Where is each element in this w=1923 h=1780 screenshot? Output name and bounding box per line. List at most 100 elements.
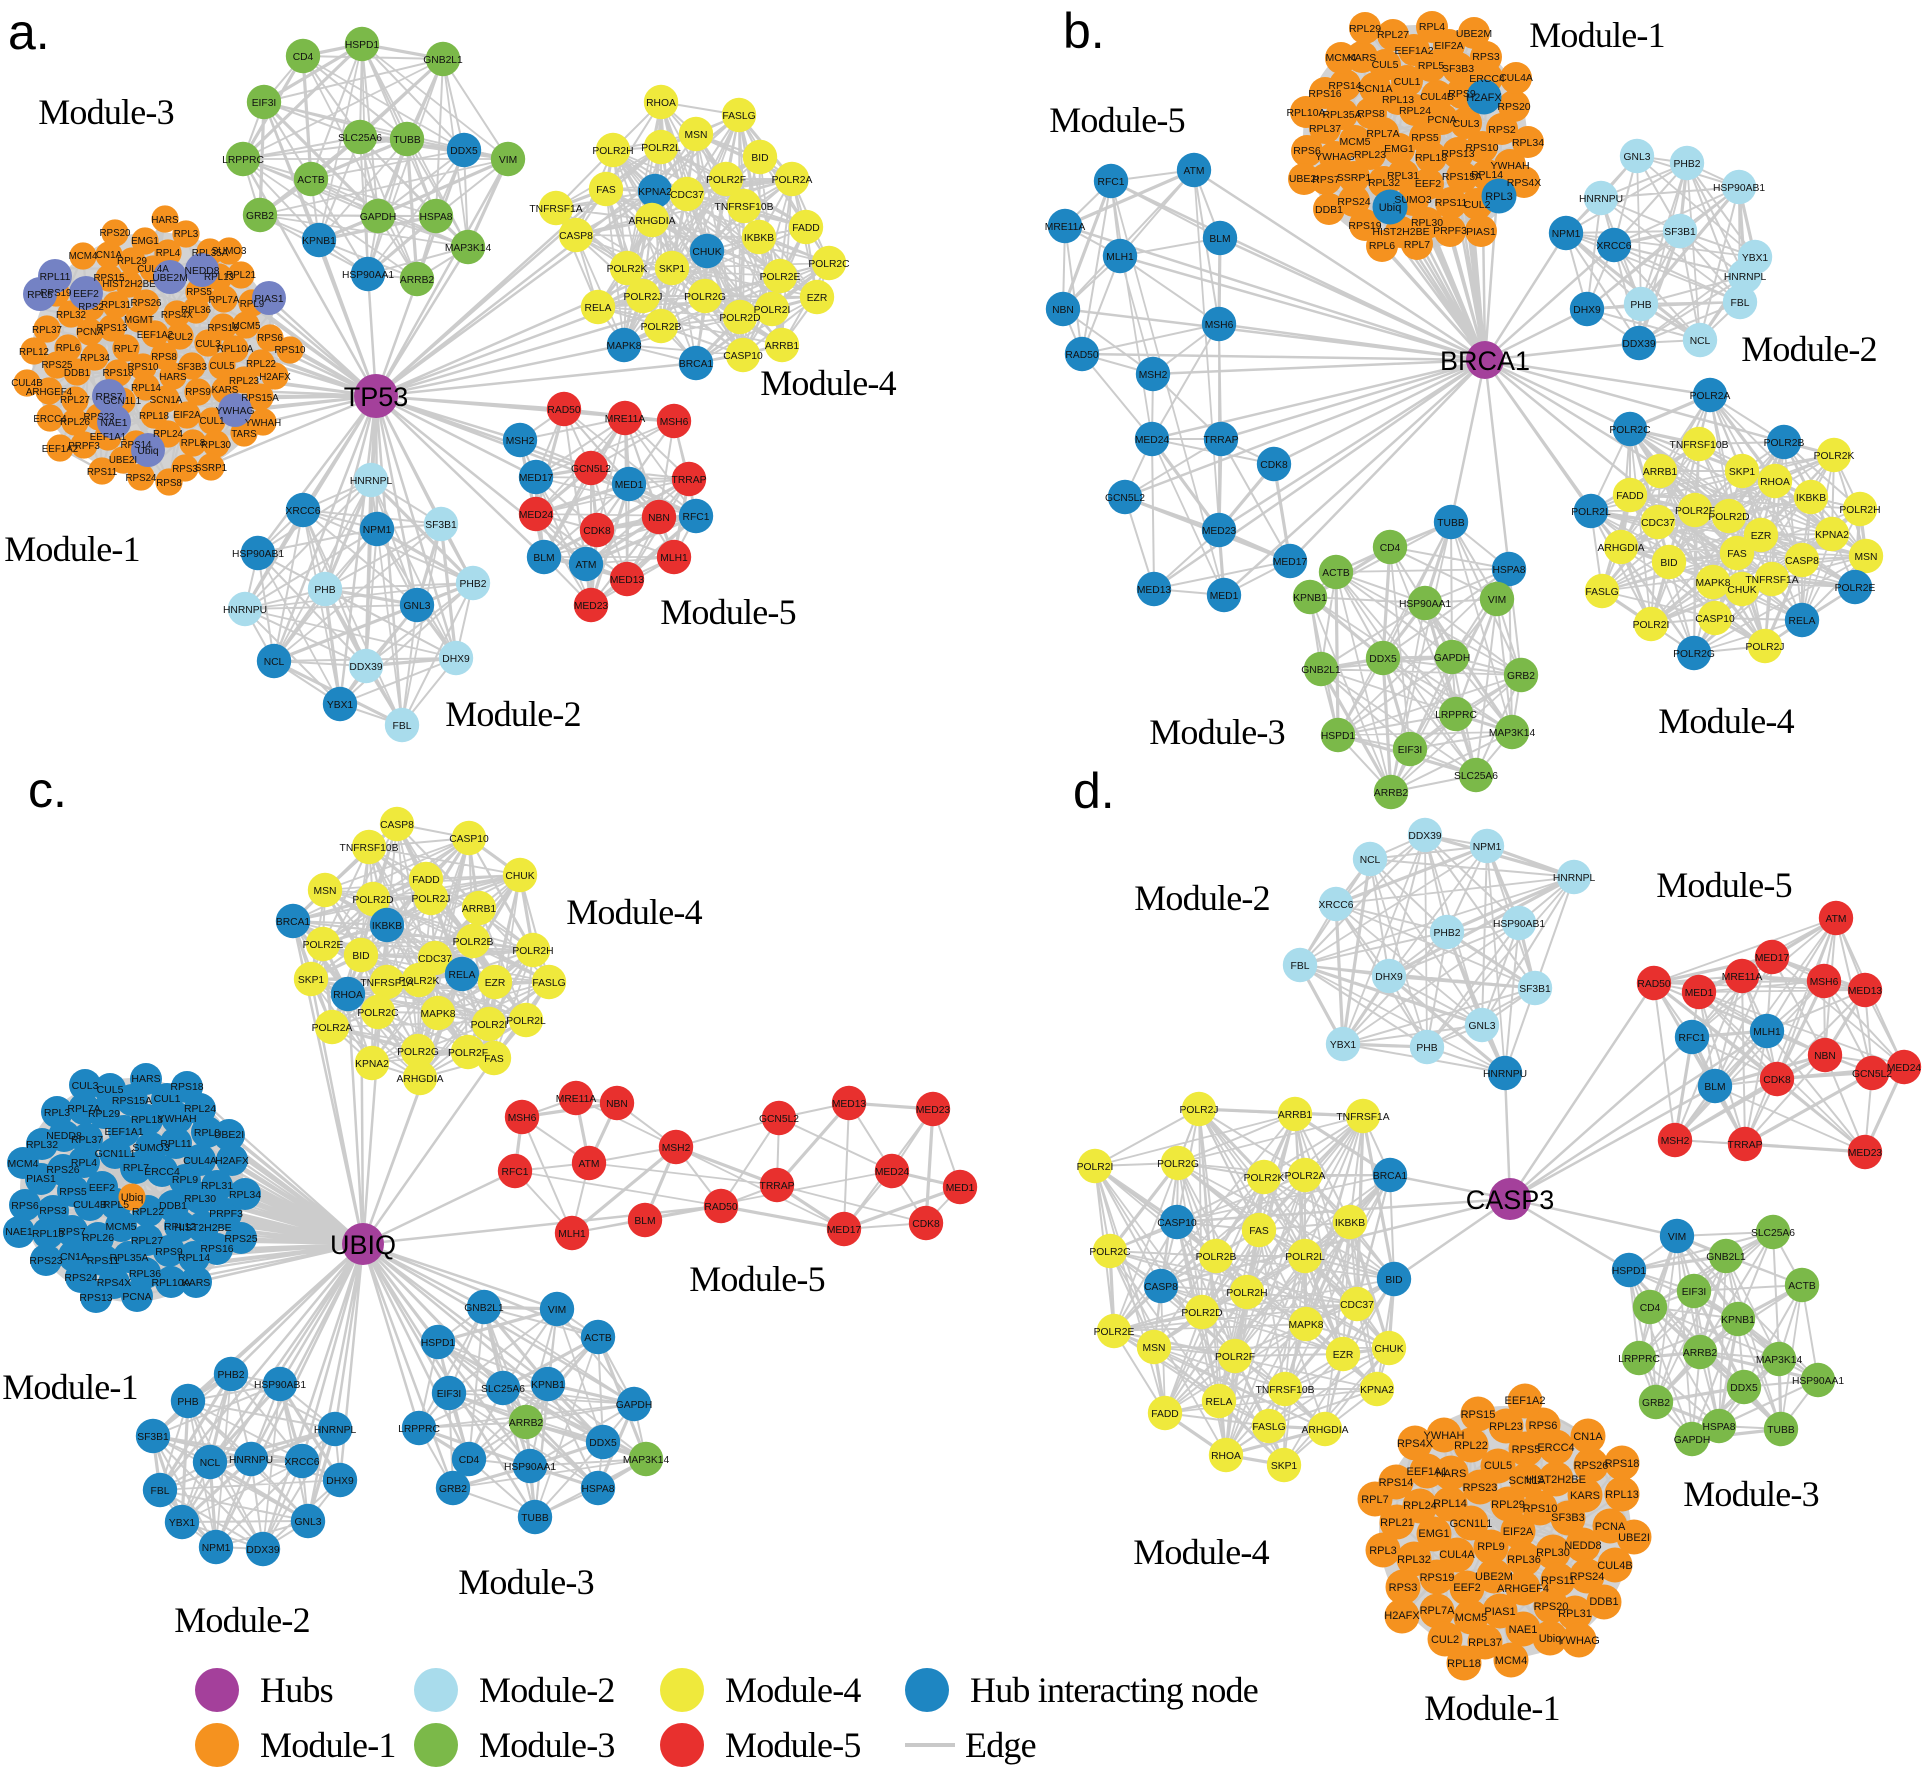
svg-text:UBE2M: UBE2M	[152, 273, 187, 284]
svg-text:MSH6: MSH6	[660, 417, 689, 428]
svg-text:FBL: FBL	[1291, 961, 1310, 972]
svg-text:H2AFX: H2AFX	[259, 372, 291, 383]
svg-text:HIST2H2BE: HIST2H2BE	[102, 279, 156, 290]
svg-text:PIAS1: PIAS1	[26, 1173, 56, 1185]
svg-text:POLR2L: POLR2L	[641, 143, 681, 154]
svg-text:RPS18: RPS18	[102, 368, 134, 379]
svg-text:RPL24: RPL24	[1399, 105, 1431, 117]
svg-text:RPL9: RPL9	[240, 299, 265, 310]
svg-text:YBX1: YBX1	[1330, 1040, 1357, 1051]
svg-text:RPS7: RPS7	[58, 1226, 86, 1238]
svg-text:Module-2: Module-2	[479, 1670, 615, 1710]
svg-text:ERCC4: ERCC4	[1469, 73, 1505, 85]
svg-text:c.: c.	[28, 762, 67, 818]
svg-text:SUMO3: SUMO3	[132, 1142, 170, 1154]
svg-text:Module-3: Module-3	[479, 1725, 615, 1765]
svg-text:HSPA8: HSPA8	[581, 1484, 614, 1495]
svg-text:RPS14: RPS14	[1379, 1477, 1414, 1489]
svg-text:ARRB1: ARRB1	[765, 341, 800, 352]
svg-text:NBN: NBN	[648, 513, 670, 524]
svg-text:RPS9: RPS9	[185, 387, 211, 398]
svg-text:RPS26: RPS26	[46, 1164, 79, 1176]
svg-text:POLR2I: POLR2I	[471, 1020, 508, 1031]
svg-text:Ubiq: Ubiq	[137, 446, 158, 457]
svg-text:NPM1: NPM1	[202, 1543, 231, 1554]
svg-text:RPL35A: RPL35A	[109, 1252, 148, 1264]
svg-text:POLR2C: POLR2C	[1089, 1247, 1131, 1258]
svg-text:RPL4: RPL4	[1419, 21, 1445, 33]
svg-text:HNRNPL: HNRNPL	[314, 1425, 357, 1436]
svg-text:CUL4B: CUL4B	[73, 1199, 107, 1211]
svg-text:CASP10: CASP10	[1695, 614, 1735, 625]
svg-text:EIF3I: EIF3I	[1682, 1287, 1707, 1298]
svg-text:MED23: MED23	[1202, 526, 1237, 537]
svg-text:RPL32: RPL32	[1397, 1554, 1431, 1566]
svg-text:CUL5: CUL5	[209, 361, 235, 372]
svg-text:MED24: MED24	[1135, 435, 1170, 446]
svg-text:POLR2A: POLR2A	[1690, 391, 1731, 402]
svg-text:DDX5: DDX5	[1369, 654, 1397, 665]
svg-text:Module-2: Module-2	[1134, 878, 1270, 918]
svg-text:KPNA2: KPNA2	[638, 187, 672, 198]
svg-text:SF3B1: SF3B1	[425, 520, 457, 531]
svg-text:POLR2F: POLR2F	[1215, 1352, 1255, 1363]
svg-text:Edge: Edge	[965, 1725, 1036, 1765]
svg-text:MSN: MSN	[685, 130, 708, 141]
svg-text:MED1: MED1	[1685, 988, 1714, 999]
svg-text:RPS8: RPS8	[1357, 108, 1385, 120]
svg-text:RPL21: RPL21	[1380, 1517, 1414, 1529]
svg-text:RPL18: RPL18	[1415, 152, 1447, 164]
svg-text:YWHAH: YWHAH	[1424, 1430, 1465, 1442]
svg-text:HSP90AB1: HSP90AB1	[254, 1380, 306, 1391]
svg-text:GNB2L1: GNB2L1	[1301, 665, 1341, 676]
svg-text:POLR2L: POLR2L	[1571, 507, 1611, 518]
svg-text:RPS26: RPS26	[1574, 1460, 1609, 1472]
svg-text:MAP3K14: MAP3K14	[445, 243, 492, 254]
svg-text:CDK8: CDK8	[583, 526, 611, 537]
svg-text:HSP90AB1: HSP90AB1	[1713, 183, 1765, 194]
svg-text:BRCA1: BRCA1	[1440, 346, 1530, 376]
svg-text:RPS6: RPS6	[257, 333, 283, 344]
svg-text:RPL13: RPL13	[1382, 94, 1414, 106]
svg-text:CUL2: CUL2	[1431, 1634, 1459, 1646]
svg-text:RPS5: RPS5	[1512, 1444, 1541, 1456]
svg-text:POLR2J: POLR2J	[1746, 642, 1785, 653]
svg-text:RPL11: RPL11	[40, 272, 71, 283]
svg-text:EEF1A1: EEF1A1	[90, 432, 127, 443]
svg-text:RPL4: RPL4	[71, 1157, 97, 1169]
svg-text:RPL14: RPL14	[1471, 169, 1503, 181]
svg-text:POLR2B: POLR2B	[1196, 1252, 1237, 1263]
svg-text:DHX9: DHX9	[1573, 305, 1601, 316]
svg-text:RPL13: RPL13	[1605, 1489, 1639, 1501]
svg-text:MGMT: MGMT	[124, 315, 154, 326]
svg-text:MSH2: MSH2	[662, 1143, 691, 1154]
svg-text:CASP10: CASP10	[449, 834, 489, 845]
svg-text:CN1A: CN1A	[1573, 1431, 1603, 1443]
svg-text:MLH1: MLH1	[660, 553, 688, 564]
svg-text:RPS19: RPS19	[1420, 1572, 1455, 1584]
svg-text:POLR2I: POLR2I	[1077, 1162, 1114, 1173]
svg-text:RPL13: RPL13	[32, 1228, 64, 1240]
svg-text:GRB2: GRB2	[246, 211, 274, 222]
svg-text:RPL23: RPL23	[229, 376, 260, 387]
svg-text:POLR2K: POLR2K	[607, 264, 648, 275]
svg-text:Module-3: Module-3	[38, 92, 174, 132]
svg-text:NPM1: NPM1	[1473, 842, 1502, 853]
svg-text:HNRNPU: HNRNPU	[223, 605, 267, 616]
svg-text:Module-1: Module-1	[2, 1367, 138, 1407]
svg-text:RHOA: RHOA	[1760, 477, 1790, 488]
svg-text:RPL6: RPL6	[56, 343, 81, 354]
svg-text:BLM: BLM	[1209, 234, 1230, 245]
svg-text:RPS26: RPS26	[130, 298, 162, 309]
svg-text:MSH6: MSH6	[1205, 320, 1234, 331]
svg-text:RPL3: RPL3	[1369, 1545, 1397, 1557]
svg-text:Module-5: Module-5	[1049, 100, 1185, 140]
svg-text:EIF2A: EIF2A	[1434, 40, 1463, 52]
svg-text:HARS: HARS	[159, 372, 187, 383]
svg-text:RPL35A: RPL35A	[192, 248, 229, 259]
svg-text:BLM: BLM	[634, 1216, 655, 1227]
svg-text:MED17: MED17	[1273, 557, 1308, 568]
svg-text:BRCA1: BRCA1	[276, 917, 311, 928]
svg-text:KPNB1: KPNB1	[302, 236, 336, 247]
svg-text:RPL36: RPL36	[181, 305, 212, 316]
